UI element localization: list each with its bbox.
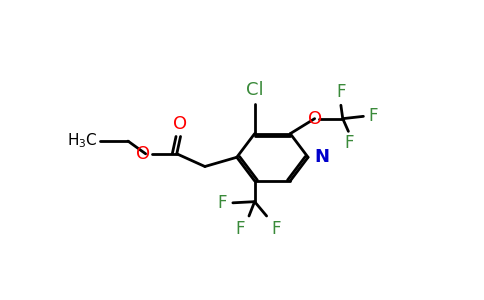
Text: O: O <box>173 115 188 133</box>
Text: O: O <box>307 110 322 128</box>
Text: N: N <box>315 148 330 166</box>
Text: F: F <box>336 83 346 101</box>
Text: F: F <box>217 194 227 212</box>
Text: Cl: Cl <box>246 82 263 100</box>
Text: O: O <box>136 145 151 163</box>
Text: F: F <box>345 134 354 152</box>
Text: H$_3$C: H$_3$C <box>67 132 98 151</box>
Text: F: F <box>236 220 245 238</box>
Text: F: F <box>368 107 378 125</box>
Text: F: F <box>272 220 281 238</box>
